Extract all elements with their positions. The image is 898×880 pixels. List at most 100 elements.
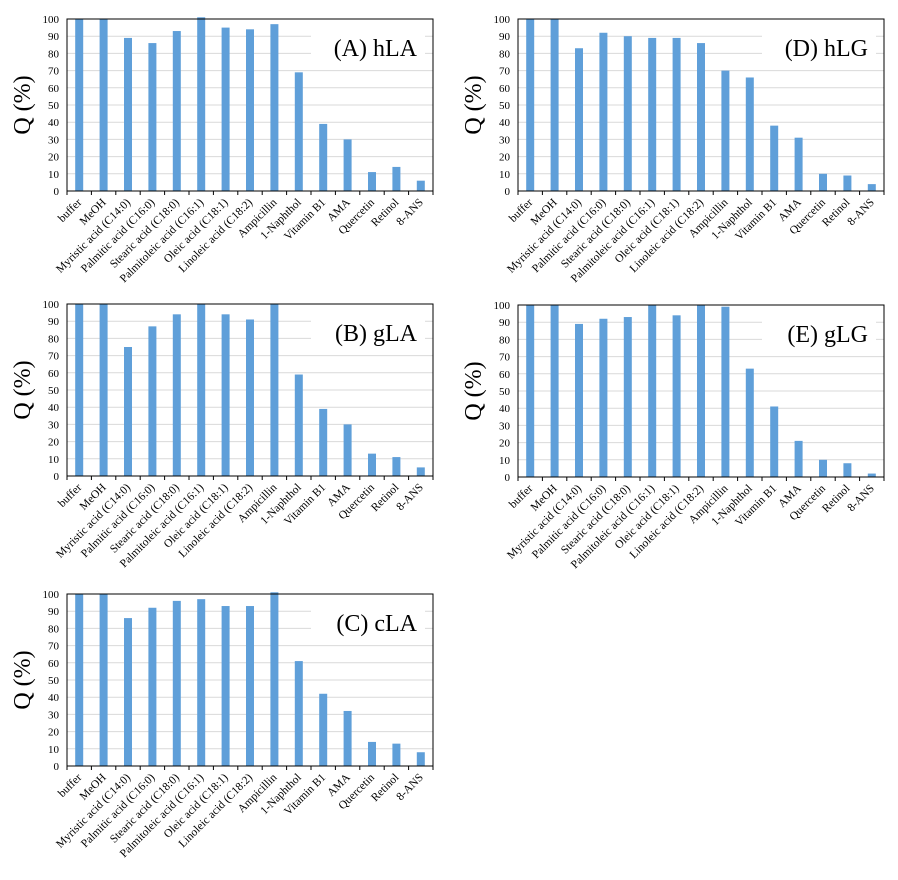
y-tick-label: 100 [43,14,60,26]
y-tick-label: 60 [48,658,60,670]
bar-4 [623,36,632,192]
bar-1 [99,594,108,766]
chart-title: (A) hLA [334,36,418,62]
y-tick-label: 10 [48,744,60,756]
bar-2 [124,347,132,476]
bar-5 [648,305,657,477]
plot-frame [66,303,434,477]
bar-6 [672,37,681,191]
bar-11 [343,139,352,191]
chart-svg: 0102030405060708090100bufferMeOHMyristic… [461,300,885,571]
y-tick-label: 60 [48,83,60,95]
chart-panel-b: 0 10 20 30 40 50 60 70 80 90 100 buffer MeOH Myristic… [0,285,447,577]
y-tick-label: 0 [54,186,60,198]
x-tick-label: 8-ANS [394,772,426,804]
y-axis-label: Q (%) [10,360,36,419]
bar-13 [392,743,401,766]
y-tick-label: 100 [43,589,60,601]
bar-10 [770,125,779,191]
y-tick-label: 10 [499,455,511,467]
y-axis-label: Q (%) [10,75,36,134]
bar-8 [270,304,279,476]
y-tick-label: 50 [48,675,60,687]
bar-9 [294,661,303,766]
bar-7 [246,29,254,191]
bar-5 [648,37,657,191]
y-axis-label: Q (%) [10,650,36,709]
bar-1 [550,19,559,191]
bar-1 [99,304,108,476]
chart-svg: 0102030405060708090100bufferMeOHMyristic… [461,14,885,285]
bar-0 [75,304,84,476]
bar-6 [221,27,230,191]
y-tick-label: 40 [48,692,60,704]
bar-14 [867,184,876,191]
bar-14 [416,752,425,766]
y-tick-label: 10 [48,169,60,181]
y-tick-label: 90 [499,317,511,329]
chart-panel-e: 0 10 20 30 40 50 60 70 80 90 100 buffer MeOH Myristic… [451,286,898,578]
y-tick-label: 20 [48,152,60,164]
y-tick-label: 50 [48,385,60,397]
bar-0 [75,19,84,191]
y-tick-label: 50 [48,100,60,112]
y-axis-label: Q (%) [461,361,487,420]
bar-12 [819,173,827,191]
bar-8 [270,592,279,766]
x-tick-label: Retinol [369,197,401,229]
bar-9 [294,72,303,191]
y-tick-label: 90 [48,316,60,328]
bar-11 [794,137,803,191]
y-tick-label: 100 [43,299,60,311]
bar-7 [246,606,254,766]
bar-12 [368,741,376,766]
bar-3 [148,43,157,191]
bar-3 [148,326,157,476]
title-background [311,606,425,642]
y-tick-label: 40 [499,403,511,415]
y-tick-label: 0 [54,471,60,483]
y-tick-label: 10 [499,169,511,181]
bar-10 [770,406,779,477]
bar-4 [172,31,181,192]
y-tick-label: 40 [48,117,60,129]
bar-4 [623,317,632,477]
y-tick-label: 80 [48,623,60,635]
y-tick-label: 60 [499,369,511,381]
bar-2 [575,48,583,191]
bar-8 [721,70,730,191]
y-tick-label: 20 [499,152,511,164]
y-tick-label: 50 [499,100,511,112]
x-tick-label: Retinol [369,482,401,514]
y-tick-label: 70 [499,66,511,78]
bar-10 [319,123,328,191]
bar-3 [148,607,157,766]
chart-svg: 0102030405060708090100bufferMeOHMyristic… [10,14,434,285]
bar-10 [319,408,328,476]
y-tick-label: 80 [48,48,60,60]
bar-1 [550,305,559,477]
bar-7 [246,319,254,476]
bar-14 [416,467,425,476]
bar-13 [843,463,852,477]
y-tick-label: 40 [48,402,60,414]
chart-title: (E) gLG [787,322,868,348]
bar-4 [172,314,181,476]
y-axis-label: Q (%) [461,75,487,134]
y-tick-label: 30 [48,134,60,146]
plot-frame [66,593,434,767]
chart-panel-d: 0 10 20 30 40 50 60 70 80 90 100 buffer MeOH Myristic… [451,0,898,292]
bar-12 [368,453,376,476]
y-tick-label: 50 [499,386,511,398]
y-tick-label: 0 [54,761,60,773]
y-tick-label: 30 [499,420,511,432]
y-tick-label: 80 [48,333,60,345]
x-tick-label: 8-ANS [845,483,877,515]
y-tick-label: 100 [494,300,511,312]
x-tick-label: Retinol [369,772,401,804]
bar-2 [124,37,132,191]
y-tick-label: 10 [48,454,60,466]
chart-panel-c: 0 10 20 30 40 50 60 70 80 90 100 buffer MeOH Myristic… [0,575,447,867]
title-background [311,316,425,352]
x-tick-label: Retinol [820,483,852,515]
